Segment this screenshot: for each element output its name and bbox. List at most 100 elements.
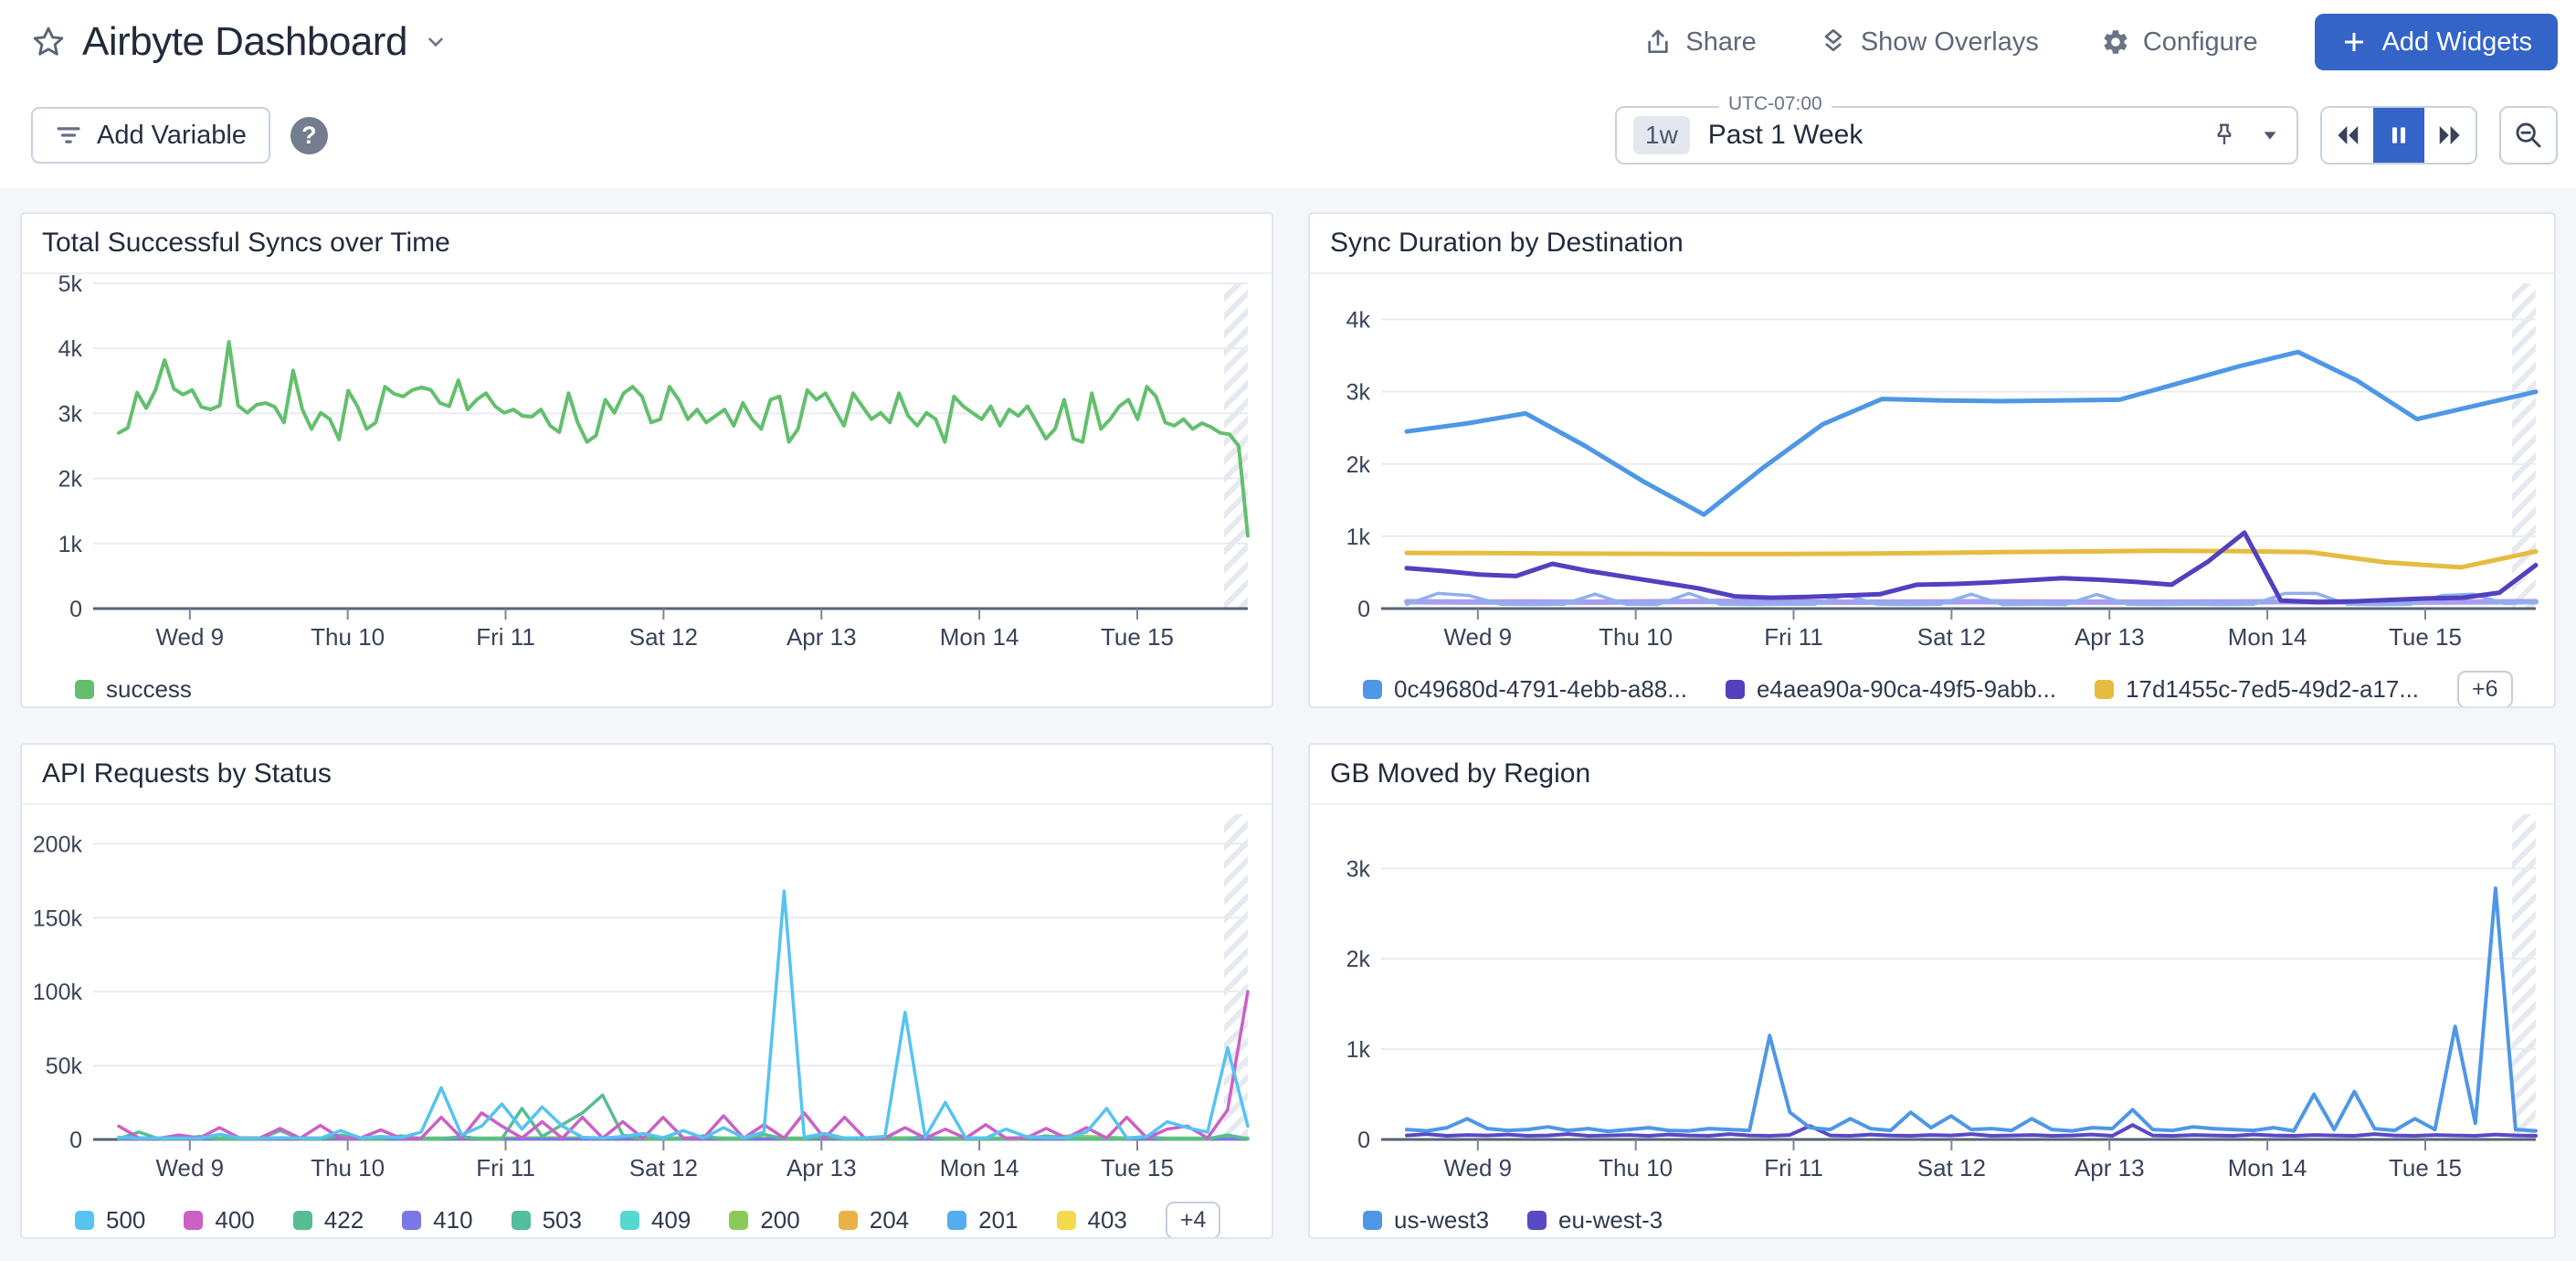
fast-forward-button[interactable] (2424, 108, 2476, 163)
y-tick-label: 3k (1346, 856, 1371, 882)
legend-label: 503 (542, 1205, 582, 1234)
legend-item-410[interactable]: 410 (402, 1205, 473, 1235)
legend-item-204[interactable]: 204 (838, 1205, 910, 1235)
api-requests-by-status-chart[interactable]: 0 50k 100k 150k 200k Wed 9 Thu 10 Fri 11 Sat 12 A… (33, 805, 1259, 1198)
legend-item-eu-west-3[interactable]: eu-west-3 (1527, 1206, 1663, 1235)
rewind-button[interactable] (2322, 108, 2373, 163)
widget-header: Total Successful Syncs over Time (22, 214, 1272, 274)
legend-label: 0c49680d-4791-4ebb-a88... (1394, 674, 1687, 703)
x-tick-label: Tue 15 (2389, 623, 2462, 651)
x-tick-label: Thu 10 (311, 1154, 385, 1182)
dashboard-canvas: Total Successful Syncs over Time 0 1k 2k 3k… (0, 188, 2576, 1261)
legend-item-200[interactable]: 200 (729, 1206, 800, 1235)
x-tick-label: Wed 9 (1443, 623, 1512, 651)
y-tick-label: 2k (1346, 452, 1371, 478)
y-tick-label: 5k (58, 274, 83, 297)
time-range-selector[interactable]: UTC-07:00 1w Past 1 Week (1615, 93, 2298, 164)
x-tick-label: Sat 12 (1917, 1154, 1986, 1182)
legend-item-409[interactable]: 409 (619, 1205, 692, 1235)
zoom-out-button[interactable] (2499, 106, 2558, 164)
legend-item-e4aea90a-90ca-49f5-9abb...[interactable]: e4aea90a-90ca-49f5-9abb... (1725, 675, 2056, 704)
star-icon[interactable] (31, 25, 66, 59)
legend-label: 204 (869, 1205, 910, 1234)
legend-chip (947, 1210, 967, 1230)
widget-total-successful-syncs: Total Successful Syncs over Time 0 1k 2k 3k… (20, 212, 1273, 708)
legend-item-success[interactable]: success (75, 675, 192, 704)
legend-label: 410 (433, 1205, 473, 1234)
add-variable-button[interactable]: Add Variable (31, 107, 270, 164)
y-tick-label: 2k (1346, 947, 1371, 972)
legend-label: eu-west-3 (1558, 1205, 1663, 1234)
future-hatch-band (2512, 814, 2536, 1139)
add-widgets-label: Add Widgets (2381, 26, 2532, 57)
show-overlays-button[interactable]: Show Overlays (1813, 26, 2044, 58)
widget-header: Sync Duration by Destination (1310, 214, 2554, 274)
y-tick-label: 0 (69, 597, 82, 622)
x-tick-label: Wed 9 (1443, 1154, 1512, 1182)
pin-icon[interactable] (2211, 122, 2238, 149)
playback-controls (2320, 106, 2477, 164)
chart-plot-area: 0 50k 100k 150k 200k Wed 9 Thu 10 Fri 11 Sat 12 A… (22, 805, 1272, 1198)
legend-overflow-badge[interactable]: +6 (2457, 670, 2513, 706)
legend-item-0c49680d-4791-4ebb-a88...[interactable]: 0c49680d-4791-4ebb-a88... (1363, 675, 1687, 704)
filter-icon (55, 122, 82, 149)
legend-item-201[interactable]: 201 (947, 1206, 1019, 1235)
legend-chip (2095, 679, 2115, 699)
legend-chip (292, 1210, 312, 1230)
y-tick-label: 0 (69, 1128, 82, 1153)
legend-item-403[interactable]: 403 (1056, 1205, 1127, 1235)
x-tick-label: Mon 14 (2228, 623, 2307, 651)
share-button[interactable]: Share (1638, 26, 1761, 58)
legend-label: us-west3 (1394, 1205, 1490, 1234)
x-tick-label: Fri 11 (476, 623, 535, 651)
x-tick-label: Fri 11 (1764, 623, 1823, 651)
y-tick-label: 4k (58, 336, 83, 362)
legend-item-17d1455c-7ed5-49d2-a17...[interactable]: 17d1455c-7ed5-49d2-a17... (2095, 675, 2419, 704)
legend-chip (75, 1210, 94, 1230)
pause-button[interactable] (2373, 108, 2424, 163)
x-tick-label: Tue 15 (2389, 1154, 2462, 1182)
widget-header: API Requests by Status (22, 745, 1272, 805)
y-tick-label: 1k (1346, 525, 1371, 550)
widget-api-requests-by-status: API Requests by Status 0 50k 100k 150k 200k W… (20, 743, 1273, 1239)
x-tick-label: Sat 12 (629, 623, 698, 651)
gear-icon (2101, 27, 2130, 57)
add-widgets-button[interactable]: Add Widgets (2314, 14, 2558, 70)
legend-item-us-west3[interactable]: us-west3 (1363, 1206, 1489, 1235)
add-variable-label: Add Variable (97, 120, 247, 150)
configure-label: Configure (2142, 26, 2258, 57)
widget-title: API Requests by Status (42, 758, 332, 789)
chevron-down-icon[interactable] (424, 30, 448, 54)
legend-chip (619, 1210, 639, 1230)
legend-label: 409 (650, 1205, 692, 1234)
gb-moved-by-region-chart[interactable]: 0 1k 2k 3k Wed 9 Thu 10 Fri 11 Sat 12 Apr 13 Mon … (1321, 805, 2547, 1198)
legend-item-500[interactable]: 500 (75, 1206, 145, 1235)
timezone-label: UTC-07:00 (1719, 93, 1832, 115)
y-tick-label: 150k (33, 906, 82, 931)
sync-duration-by-destination-chart[interactable]: 0 1k 2k 3k 4k Wed 9 Thu 10 Fri 11 Sat 12 Apr 13 Mo… (1321, 274, 2547, 667)
legend-label: 422 (323, 1205, 364, 1234)
chart-plot-area: 0 1k 2k 3k Wed 9 Thu 10 Fri 11 Sat 12 Apr 13 Mon … (1310, 805, 2554, 1198)
series-line-eu-west-3 (1405, 1123, 2538, 1138)
legend-chip (511, 1210, 531, 1230)
chart-legend: us-west3 eu-west-3 (1310, 1198, 2554, 1237)
total-successful-syncs-chart[interactable]: 0 1k 2k 3k 4k 5k Wed 9 Thu 10 Fri 11 Sat 12 Apr 13… (33, 274, 1259, 667)
legend-label: 403 (1087, 1205, 1127, 1234)
caret-down-icon[interactable] (2260, 125, 2280, 145)
series-line-success (117, 340, 1250, 538)
widget-header: GB Moved by Region (1310, 745, 2554, 805)
legend-item-400[interactable]: 400 (184, 1206, 255, 1235)
configure-button[interactable]: Configure (2096, 26, 2264, 58)
legend-label: 500 (106, 1205, 146, 1234)
future-hatch-band (2512, 283, 2536, 609)
legend-overflow-badge[interactable]: +4 (1165, 1201, 1221, 1237)
x-tick-label: Sat 12 (629, 1154, 698, 1182)
legend-item-503[interactable]: 503 (511, 1205, 582, 1235)
chart-legend: 500 400 422 410 503 409 200 204 201 403 +4 (22, 1198, 1272, 1237)
share-icon (1643, 27, 1673, 57)
legend-item-422[interactable]: 422 (292, 1205, 364, 1235)
variables-toolbar: Add Variable ? UTC-07:00 1w Past 1 Week (0, 84, 2576, 194)
help-icon[interactable]: ? (290, 116, 328, 154)
x-tick-label: Tue 15 (1101, 623, 1174, 651)
x-tick-label: Mon 14 (2228, 1154, 2307, 1182)
